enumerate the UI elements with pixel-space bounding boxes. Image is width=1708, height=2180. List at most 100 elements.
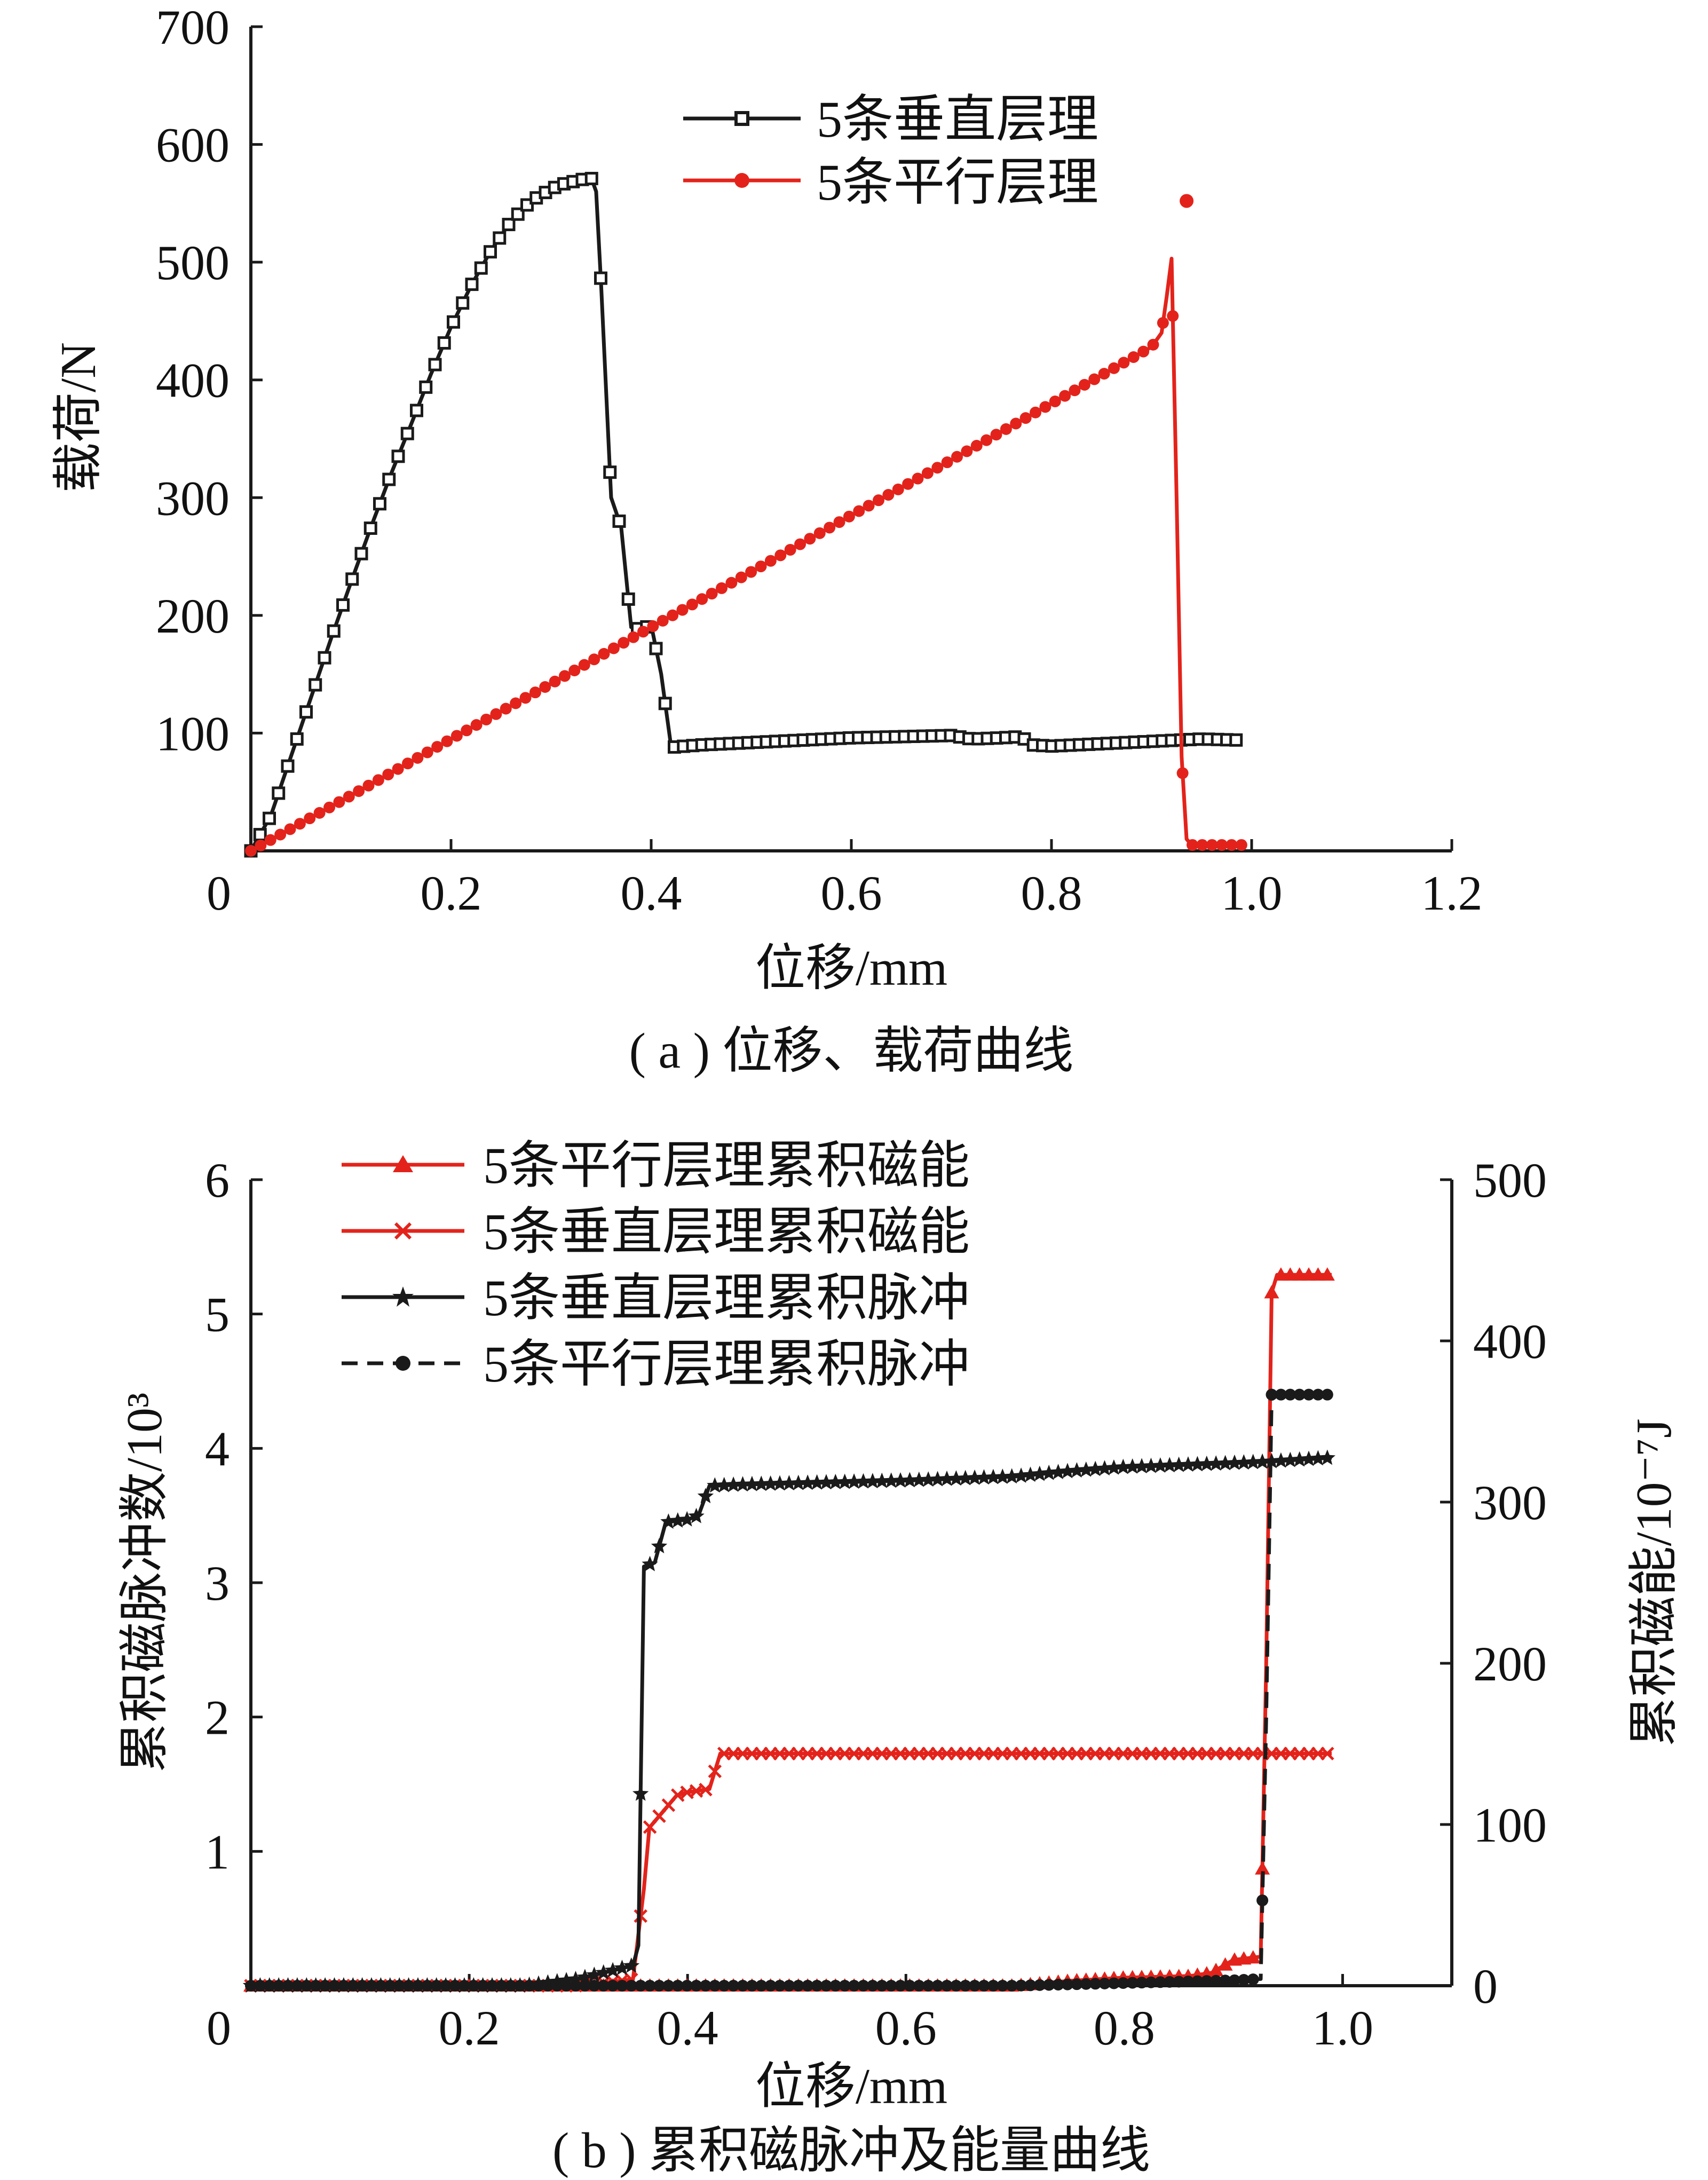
data-point bbox=[792, 1980, 804, 1992]
data-point bbox=[625, 1980, 637, 1992]
data-point bbox=[579, 1980, 591, 1992]
chart-b-legend-label-0: 5条平行层理累积磁能 bbox=[483, 1137, 970, 1194]
data-point bbox=[671, 1980, 684, 1992]
legend-x-marker bbox=[394, 1222, 412, 1240]
data-point bbox=[502, 218, 516, 232]
data-point bbox=[384, 1980, 396, 1992]
y-tick-label: 200 bbox=[156, 589, 230, 643]
data-point bbox=[456, 296, 470, 310]
data-point bbox=[323, 801, 335, 813]
data-point bbox=[784, 543, 796, 556]
data-point bbox=[1024, 1979, 1037, 1992]
data-point bbox=[678, 1511, 695, 1527]
y-tick-label: 5 bbox=[205, 1288, 230, 1342]
data-point bbox=[568, 665, 581, 677]
data-point bbox=[594, 271, 607, 285]
data-point bbox=[484, 245, 497, 259]
data-point bbox=[245, 845, 257, 857]
data-point bbox=[245, 1980, 257, 1992]
data-point bbox=[1293, 1388, 1306, 1401]
data-point bbox=[304, 812, 316, 825]
data-point bbox=[519, 692, 532, 704]
data-point bbox=[1000, 423, 1012, 435]
data-point bbox=[450, 730, 463, 742]
data-point bbox=[470, 719, 483, 731]
chart-b: 1 2 3 4 5 6 0 100 200 300 400 500 0 0.2 0.4 0.6 0.8 1.0… bbox=[117, 1137, 1682, 2178]
data-point bbox=[447, 315, 460, 329]
chart-b-y-axis-label-left: 累积磁脉冲数/10³ bbox=[117, 1393, 172, 1773]
data-point bbox=[649, 642, 663, 655]
data-point bbox=[876, 1980, 888, 1992]
data-point bbox=[586, 1966, 603, 1982]
data-point bbox=[1078, 378, 1090, 391]
data-point bbox=[734, 1476, 751, 1492]
data-point bbox=[1303, 1388, 1315, 1401]
data-point bbox=[781, 1475, 797, 1491]
data-point bbox=[829, 1980, 842, 1992]
y-tick-label: 3 bbox=[205, 1556, 230, 1610]
data-point bbox=[857, 1980, 869, 1992]
data-point bbox=[291, 1980, 303, 1992]
data-point bbox=[1226, 1454, 1243, 1470]
data-point bbox=[567, 1971, 584, 1986]
data-point bbox=[402, 757, 414, 770]
x-tick-label: 0 bbox=[207, 2001, 231, 2055]
data-point bbox=[363, 522, 377, 535]
data-point bbox=[1098, 1977, 1111, 1989]
data-point bbox=[709, 1980, 721, 1992]
data-point bbox=[584, 171, 598, 185]
data-point bbox=[1266, 1388, 1278, 1401]
y-tick-label-right: 500 bbox=[1473, 1153, 1547, 1207]
data-point bbox=[755, 1980, 768, 1992]
data-point bbox=[576, 1969, 594, 1985]
legend-circle-marker bbox=[734, 173, 749, 188]
data-point bbox=[647, 620, 659, 633]
data-point bbox=[402, 1980, 415, 1992]
data-point bbox=[802, 1980, 814, 1992]
data-point bbox=[895, 1980, 907, 1992]
chart-b-legend: 5条平行层理累积磁能 5条垂直层理累积磁能 5条垂直层理累积脉冲 5条平行层理累… bbox=[342, 1137, 970, 1393]
data-point bbox=[762, 1475, 779, 1491]
data-point bbox=[604, 1962, 621, 1978]
data-point bbox=[690, 1980, 702, 1992]
data-point bbox=[1210, 1974, 1222, 1987]
data-point bbox=[343, 791, 355, 803]
chart-b-legend-label-1: 5条垂直层理累积磁能 bbox=[483, 1203, 970, 1260]
data-point bbox=[882, 489, 895, 501]
x-tick-label: 1.0 bbox=[1312, 2001, 1373, 2055]
chart-a-x-ticks: 0 0.2 0.4 0.6 0.8 1.0 1.2 bbox=[207, 839, 1483, 920]
data-point bbox=[978, 1980, 990, 1992]
data-point bbox=[1105, 1459, 1122, 1475]
data-point bbox=[718, 1980, 730, 1992]
series-square bbox=[244, 171, 1243, 858]
data-point bbox=[1245, 1454, 1261, 1470]
data-point bbox=[588, 1980, 600, 1992]
data-point bbox=[1071, 1978, 1083, 1991]
data-point bbox=[1300, 1450, 1317, 1466]
x-tick-label: 0.4 bbox=[657, 2001, 718, 2055]
data-point bbox=[255, 839, 267, 851]
y-tick-label: 1 bbox=[205, 1824, 230, 1879]
data-point bbox=[970, 440, 983, 452]
data-point bbox=[820, 1980, 832, 1992]
data-point bbox=[500, 702, 512, 715]
data-point bbox=[1236, 1454, 1252, 1470]
y-tick-label: 600 bbox=[156, 118, 230, 172]
chart-a-series bbox=[244, 171, 1247, 858]
data-point bbox=[1006, 1980, 1018, 1992]
data-point bbox=[1152, 1457, 1169, 1473]
data-point bbox=[272, 786, 286, 800]
data-point bbox=[353, 785, 365, 797]
data-point bbox=[1320, 1747, 1334, 1760]
data-point bbox=[1217, 1455, 1233, 1471]
y-tick-label: 300 bbox=[156, 471, 230, 525]
data-point bbox=[366, 1980, 378, 1992]
data-point bbox=[301, 1980, 313, 1992]
data-point bbox=[273, 1980, 285, 1992]
data-point bbox=[421, 1980, 433, 1992]
data-point bbox=[1247, 1973, 1259, 1986]
x-tick-label: 0.6 bbox=[821, 866, 882, 920]
data-point bbox=[707, 1477, 723, 1493]
data-point bbox=[699, 1782, 713, 1797]
